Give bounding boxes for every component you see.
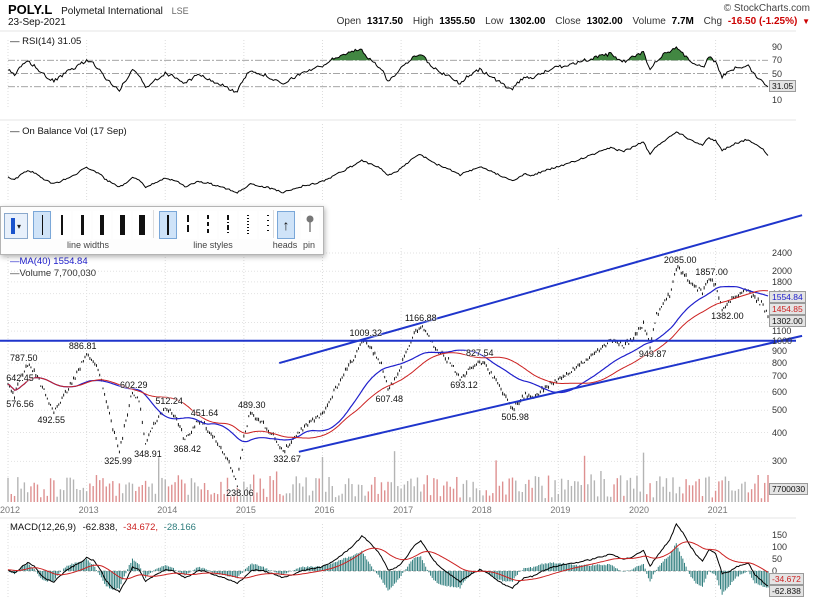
line-style-sample-icon	[167, 215, 169, 235]
change-label: Chg	[703, 16, 723, 27]
ma-legend: —MA(40) 1554.84	[10, 256, 88, 267]
line-width-sample-icon	[61, 215, 63, 235]
macd-legend-label: MACD(12,26,9)	[10, 522, 76, 533]
company-name: Polymetal International	[61, 6, 163, 17]
color-swatch-icon	[10, 218, 15, 234]
arrow-heads-group: ↑	[277, 211, 295, 239]
change-value: -16.50 (-1.25%)	[727, 16, 798, 27]
line-color-dropdown[interactable]: ▾	[4, 213, 28, 239]
line-width-sample-icon	[80, 215, 84, 235]
line-width-sample-icon	[41, 215, 43, 235]
line-width-sample-icon	[139, 215, 145, 235]
line-styles-label: line styles	[193, 240, 233, 250]
hist-value: -28.166	[163, 522, 196, 533]
line-width-option-1[interactable]	[33, 211, 51, 239]
low-value: 1302.00	[509, 16, 546, 27]
toolbar-separator	[153, 210, 154, 238]
line-style-option-dash-dot[interactable]	[219, 211, 237, 239]
line-style-sample-icon	[187, 215, 189, 235]
line-width-option-6[interactable]	[133, 211, 151, 239]
annotation-toolbar: ▾ ↑ line widths line styles heads pin	[0, 206, 324, 255]
caret-down-icon: ▾	[16, 221, 21, 231]
open-value: 1317.50	[366, 16, 404, 27]
line-style-option-solid[interactable]	[159, 211, 177, 239]
toolbar-separator	[273, 210, 274, 238]
ticker-symbol: POLY.L	[8, 2, 53, 17]
arrow-head-button[interactable]: ↑	[277, 211, 295, 239]
rsi-legend: — RSI(14) 31.05	[10, 36, 82, 47]
quote-bar: Open 1317.50 High 1355.50 Low 1302.00 Cl…	[330, 16, 810, 27]
line-styles-group	[159, 211, 277, 239]
close-value: 1302.00	[586, 16, 623, 27]
heads-label: heads	[272, 240, 298, 250]
line-widths-group	[33, 211, 151, 239]
volume-legend: —Volume 7,700,030	[10, 268, 97, 279]
pin-button[interactable]	[301, 211, 319, 239]
line-style-option-sparse-dot[interactable]	[259, 211, 277, 239]
open-label: Open	[336, 16, 362, 27]
volume-value: 7.7M	[671, 16, 694, 27]
macd-legend: MACD(12,26,9) -62.838, -34.672, -28.166	[10, 522, 196, 533]
line-width-option-5[interactable]	[113, 211, 131, 239]
close-label: Close	[555, 16, 581, 27]
pin-group	[301, 211, 319, 239]
volume-label: Volume	[632, 16, 666, 27]
low-label: Low	[485, 16, 504, 27]
signal-value: -34.672,	[123, 522, 159, 533]
line-width-option-4[interactable]	[93, 211, 111, 239]
line-style-sample-icon	[247, 215, 249, 235]
high-value: 1355.50	[439, 16, 476, 27]
line-width-option-2[interactable]	[53, 211, 71, 239]
chart-header: POLY.L Polymetal International LSE	[8, 2, 189, 17]
line-widths-label: line widths	[66, 240, 110, 250]
line-style-sample-icon	[227, 215, 229, 235]
line-style-sample-icon	[267, 215, 269, 235]
obv-legend: — On Balance Vol (17 Sep)	[10, 126, 127, 137]
line-style-option-dash[interactable]	[199, 211, 217, 239]
chart-date: 23-Sep-2021	[8, 17, 66, 28]
pin-label: pin	[302, 240, 315, 250]
line-style-option-dot[interactable]	[239, 211, 257, 239]
pin-icon	[306, 215, 314, 232]
arrow-up-icon: ↑	[282, 217, 290, 233]
exchange-label: LSE	[171, 6, 189, 16]
macd-value: -62.838,	[82, 522, 118, 533]
high-label: High	[412, 16, 434, 27]
line-style-sample-icon	[207, 215, 209, 235]
line-width-sample-icon	[100, 215, 104, 235]
copyright: © StockCharts.com	[723, 3, 810, 14]
line-width-option-3[interactable]	[73, 211, 91, 239]
change-down-icon: ▼	[802, 17, 810, 26]
line-style-option-long-dash[interactable]	[179, 211, 197, 239]
line-width-sample-icon	[119, 215, 125, 235]
